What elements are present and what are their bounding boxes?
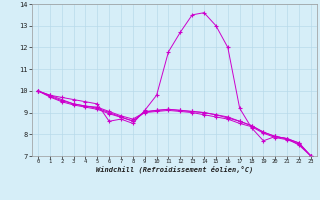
X-axis label: Windchill (Refroidissement éolien,°C): Windchill (Refroidissement éolien,°C)	[96, 166, 253, 173]
